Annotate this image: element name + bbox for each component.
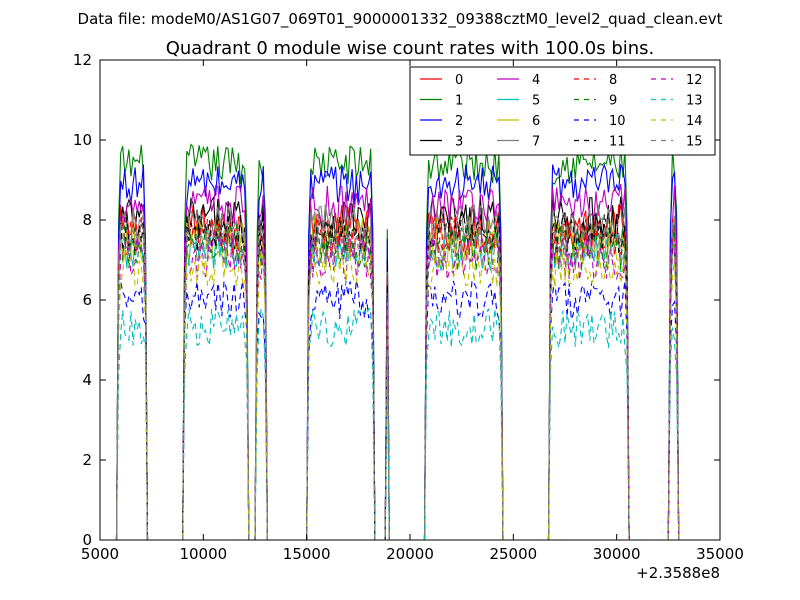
series-line-10 bbox=[115, 279, 680, 540]
legend-label-15: 15 bbox=[686, 135, 703, 150]
series-line-5 bbox=[115, 232, 680, 540]
x-tick-label: 30000 bbox=[593, 545, 641, 563]
x-tick-label: 15000 bbox=[283, 545, 331, 563]
legend-label-3: 3 bbox=[455, 135, 463, 150]
legend-label-0: 0 bbox=[455, 73, 463, 88]
series-line-1 bbox=[115, 143, 680, 540]
y-tick-label: 4 bbox=[82, 371, 92, 389]
legend-label-1: 1 bbox=[455, 94, 463, 109]
legend-label-4: 4 bbox=[532, 73, 540, 88]
x-tick-label: 5000 bbox=[81, 545, 119, 563]
y-tick-label: 8 bbox=[82, 211, 92, 229]
y-tick-label: 6 bbox=[82, 291, 92, 309]
series-line-9 bbox=[115, 223, 680, 540]
legend-label-7: 7 bbox=[532, 135, 540, 150]
series-line-14 bbox=[115, 246, 680, 540]
y-tick-label: 2 bbox=[82, 451, 92, 469]
legend-label-8: 8 bbox=[609, 73, 617, 88]
legend-label-12: 12 bbox=[686, 73, 703, 88]
legend-label-2: 2 bbox=[455, 114, 463, 129]
legend-label-10: 10 bbox=[609, 114, 626, 129]
y-tick-label: 0 bbox=[82, 531, 92, 549]
x-offset-label: +2.3588e8 bbox=[636, 564, 720, 582]
x-axis: 5000 10000 15000 20000 25000 30000 35000 bbox=[81, 60, 744, 563]
legend-label-13: 13 bbox=[686, 94, 703, 109]
y-tick-label: 10 bbox=[73, 131, 92, 149]
x-tick-label: 20000 bbox=[386, 545, 434, 563]
series-line-15 bbox=[115, 219, 680, 540]
legend-label-11: 11 bbox=[609, 135, 626, 150]
legend-label-6: 6 bbox=[532, 114, 540, 129]
legend-label-5: 5 bbox=[532, 94, 540, 109]
series-line-12 bbox=[115, 231, 680, 540]
series-layer bbox=[115, 143, 680, 540]
x-tick-label: 35000 bbox=[696, 545, 744, 563]
series-line-8 bbox=[115, 215, 680, 540]
series-line-13 bbox=[115, 307, 680, 540]
series-line-4 bbox=[115, 183, 680, 540]
x-tick-label: 10000 bbox=[179, 545, 227, 563]
series-line-2 bbox=[115, 163, 680, 540]
legend-label-14: 14 bbox=[686, 114, 703, 129]
suptitle: Data file: modeM0/AS1G07_069T01_90000013… bbox=[78, 10, 723, 29]
legend-label-9: 9 bbox=[609, 94, 617, 109]
series-line-6 bbox=[115, 215, 680, 540]
chart-title: Quadrant 0 module wise count rates with … bbox=[166, 38, 655, 59]
x-tick-label: 25000 bbox=[489, 545, 537, 563]
y-tick-label: 12 bbox=[73, 51, 92, 69]
